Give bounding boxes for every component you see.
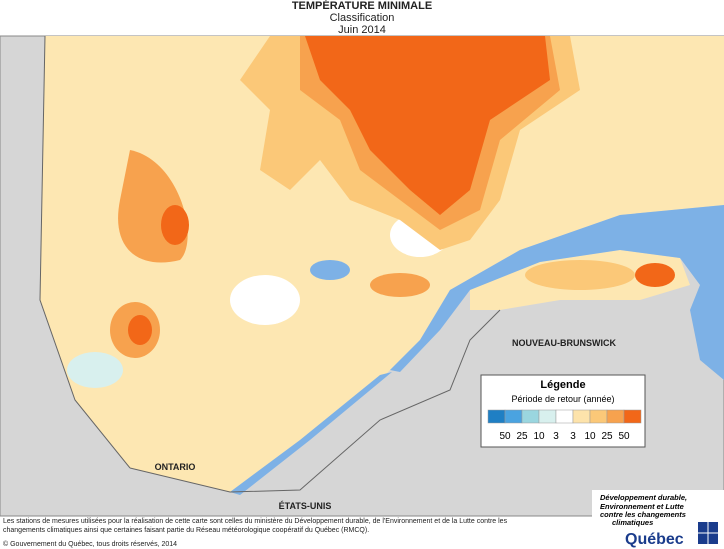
logo-text: Environnement et Lutte	[600, 502, 684, 511]
legend-subtitle: Période de retour (année)	[511, 394, 614, 404]
logo-text: contre les changements	[600, 510, 686, 519]
legend-swatch	[606, 409, 625, 424]
legend-swatch	[572, 409, 591, 424]
legend-swatch	[589, 409, 608, 424]
legend-label: 3	[570, 431, 576, 442]
period: Juin 2014	[338, 24, 386, 36]
logo-brand: Québec	[625, 531, 684, 548]
legend-label: 25	[601, 431, 613, 442]
note: changements climatiques ainsi que certai…	[3, 527, 369, 534]
legend-label: 10	[533, 431, 545, 442]
legend-swatch	[504, 409, 523, 424]
legend-swatch	[538, 409, 557, 424]
logo: Développement durable, Environnement et …	[592, 490, 724, 549]
note: Les stations de mesures utilisées pour l…	[3, 518, 508, 525]
subtitle: Classification	[330, 12, 395, 24]
legend-title: Légende	[540, 379, 585, 391]
legend-label: 3	[553, 431, 559, 442]
legend-label: 50	[618, 431, 630, 442]
logo-text: Développement durable,	[600, 493, 687, 502]
map	[0, 35, 724, 517]
legend-label: 25	[516, 431, 528, 442]
legend-swatch	[623, 409, 642, 424]
legend-swatch	[521, 409, 540, 424]
legend-swatch	[487, 409, 506, 424]
logo-text: climatiques	[612, 518, 653, 527]
legend-label: 10	[584, 431, 596, 442]
region-label: ONTARIO	[155, 462, 196, 472]
title: TEMPÉRATURE MINIMALE	[292, 0, 432, 12]
copyright: © Gouvernement du Québec, tous droits ré…	[3, 540, 177, 548]
legend-label: 50	[499, 431, 511, 442]
region-label: ÉTATS-UNIS	[279, 501, 332, 511]
legend-swatch	[555, 409, 574, 424]
legend: Légende Période de retour (année) 50 25 10…	[480, 374, 646, 448]
region-label: NOUVEAU-BRUNSWICK	[512, 338, 616, 348]
